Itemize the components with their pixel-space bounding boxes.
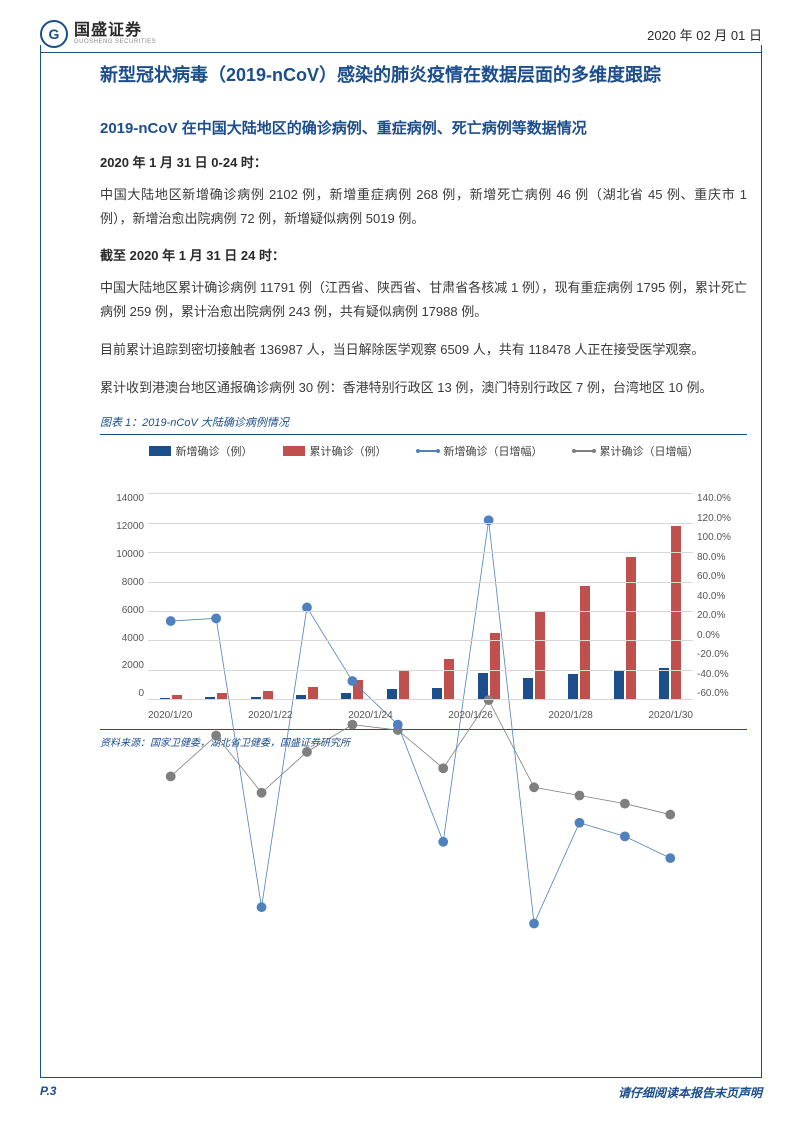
logo-text: 国盛证券 bbox=[74, 23, 156, 39]
line-new-pct-marker bbox=[257, 903, 267, 913]
footer-page-number: P.3 bbox=[40, 1084, 56, 1101]
grid-line bbox=[148, 670, 693, 671]
line-cum-pct-marker bbox=[665, 810, 675, 820]
chart-caption: 图表 1：2019-nCoV 大陆确诊病例情况 bbox=[100, 414, 747, 430]
y2-tick-label: 20.0% bbox=[697, 610, 741, 621]
y2-tick-label: 60.0% bbox=[697, 571, 741, 582]
x-tick-label: 2020/1/28 bbox=[548, 710, 593, 721]
chart-container: 新增确诊（例） 累计确诊（例） 新增确诊（日增幅） 累计确诊（日增幅） 1400… bbox=[100, 434, 747, 730]
line-new-pct-marker bbox=[166, 616, 176, 626]
line-new-pct-marker bbox=[393, 720, 403, 730]
para-1: 中国大陆地区新增确诊病例 2102 例，新增重症病例 268 例，新增死亡病例 … bbox=[100, 183, 747, 231]
line-new-pct-marker bbox=[211, 614, 221, 624]
y2-axis-labels: 140.0% 120.0% 100.0% 80.0% 60.0% 40.0% 20.0% 0.… bbox=[697, 493, 741, 699]
para-2c: 累计收到港澳台地区通报确诊病例 30 例：香港特别行政区 13 例，澳门特别行政… bbox=[100, 376, 747, 400]
y2-tick-label: -60.0% bbox=[697, 688, 741, 699]
grid-line bbox=[148, 699, 693, 700]
x-axis-labels: 2020/1/20 2020/1/22 2020/1/24 2020/1/26 2020… bbox=[148, 710, 693, 721]
x-tick-label: 2020/1/22 bbox=[248, 710, 293, 721]
section-subtitle: 2019-nCoV 在中国大陆地区的确诊病例、重症病例、死亡病例等数据情况 bbox=[100, 117, 747, 138]
logo-text-wrap: 国盛证券 GUOSHENG SECURITIES bbox=[74, 23, 156, 45]
y2-tick-label: -20.0% bbox=[697, 649, 741, 660]
line-cum-pct-marker bbox=[257, 788, 267, 798]
line-cum-pct-marker bbox=[211, 731, 221, 741]
legend-bar-new: 新增确诊（例） bbox=[149, 443, 253, 459]
chart-legend: 新增确诊（例） 累计确诊（例） 新增确诊（日增幅） 累计确诊（日增幅） bbox=[104, 443, 743, 459]
plot-area bbox=[148, 493, 693, 699]
header-date: 2020 年 02 月 01 日 bbox=[647, 25, 762, 44]
line-new-pct-marker bbox=[665, 854, 675, 864]
line-new-pct-marker bbox=[620, 832, 630, 842]
page-title: 新型冠状病毒（2019-nCoV）感染的肺炎疫情在数据层面的多维度跟踪 bbox=[100, 62, 747, 89]
y2-tick-label: 140.0% bbox=[697, 493, 741, 504]
legend-line-cum: 累计确诊（日增幅） bbox=[573, 443, 699, 459]
lines-layer bbox=[148, 493, 693, 1038]
y1-tick-label: 14000 bbox=[106, 493, 144, 504]
grid-line bbox=[148, 552, 693, 553]
y1-axis-labels: 14000 12000 10000 8000 6000 4000 2000 0 bbox=[106, 493, 144, 699]
line-new-pct-marker bbox=[575, 818, 585, 828]
line-new-pct-marker bbox=[529, 919, 539, 929]
grid-line bbox=[148, 611, 693, 612]
legend-line-icon bbox=[573, 450, 595, 452]
para-2b: 目前累计追踪到密切接触者 136987 人，当日解除医学观察 6509 人，共有… bbox=[100, 338, 747, 362]
line-cum-pct-marker bbox=[529, 783, 539, 793]
line-new-pct-marker bbox=[347, 676, 357, 686]
line-cum-pct-marker bbox=[302, 747, 312, 757]
content-area: 新型冠状病毒（2019-nCoV）感染的肺炎疫情在数据层面的多维度跟踪 2019… bbox=[100, 62, 747, 749]
line-new-pct-marker bbox=[484, 516, 494, 526]
page-footer: P.3 请仔细阅读本报告末页声明 bbox=[40, 1077, 762, 1101]
y2-tick-label: 80.0% bbox=[697, 552, 741, 563]
para-head-2: 截至 2020 年 1 月 31 日 24 时： bbox=[100, 245, 747, 264]
y1-tick-label: 12000 bbox=[106, 521, 144, 532]
x-tick-label: 2020/1/26 bbox=[448, 710, 493, 721]
para-head-1: 2020 年 1 月 31 日 0-24 时： bbox=[100, 152, 747, 171]
logo: G 国盛证券 GUOSHENG SECURITIES bbox=[40, 20, 156, 48]
y1-tick-label: 4000 bbox=[106, 633, 144, 644]
x-tick-label: 2020/1/24 bbox=[348, 710, 393, 721]
para-2a: 中国大陆地区累计确诊病例 11791 例（江西省、陕西省、甘肃省各核减 1 例）… bbox=[100, 276, 747, 324]
grid-line bbox=[148, 582, 693, 583]
footer-disclaimer: 请仔细阅读本报告末页声明 bbox=[618, 1084, 762, 1101]
legend-label: 累计确诊（例） bbox=[310, 443, 387, 459]
x-tick-label: 2020/1/20 bbox=[148, 710, 193, 721]
legend-swatch-icon bbox=[149, 446, 171, 456]
legend-line-new: 新增确诊（日增幅） bbox=[417, 443, 543, 459]
y1-tick-label: 8000 bbox=[106, 577, 144, 588]
legend-bar-cum: 累计确诊（例） bbox=[283, 443, 387, 459]
x-tick-label: 2020/1/30 bbox=[648, 710, 693, 721]
grid-line bbox=[148, 493, 693, 494]
logo-subtext: GUOSHENG SECURITIES bbox=[74, 39, 156, 45]
page-header: G 国盛证券 GUOSHENG SECURITIES 2020 年 02 月 0… bbox=[40, 20, 762, 53]
line-cum-pct-marker bbox=[575, 791, 585, 801]
line-cum-pct-marker bbox=[347, 720, 357, 730]
line-cum-pct-marker bbox=[166, 772, 176, 782]
y2-tick-label: 0.0% bbox=[697, 630, 741, 641]
logo-icon: G bbox=[40, 20, 68, 48]
line-cum-pct-marker bbox=[484, 695, 494, 705]
legend-line-icon bbox=[417, 450, 439, 452]
legend-label: 新增确诊（例） bbox=[176, 443, 253, 459]
line-new-pct-marker bbox=[438, 837, 448, 847]
y1-tick-label: 2000 bbox=[106, 660, 144, 671]
y2-tick-label: -40.0% bbox=[697, 669, 741, 680]
y1-tick-label: 6000 bbox=[106, 605, 144, 616]
y1-tick-label: 10000 bbox=[106, 549, 144, 560]
grid-line bbox=[148, 640, 693, 641]
y2-tick-label: 40.0% bbox=[697, 591, 741, 602]
y2-tick-label: 100.0% bbox=[697, 532, 741, 543]
legend-label: 新增确诊（日增幅） bbox=[444, 443, 543, 459]
grid-line bbox=[148, 523, 693, 524]
y1-tick-label: 0 bbox=[106, 688, 144, 699]
line-cum-pct-marker bbox=[438, 764, 448, 774]
y2-tick-label: 120.0% bbox=[697, 513, 741, 524]
legend-swatch-icon bbox=[283, 446, 305, 456]
legend-label: 累计确诊（日增幅） bbox=[600, 443, 699, 459]
line-cum-pct-marker bbox=[620, 799, 630, 809]
